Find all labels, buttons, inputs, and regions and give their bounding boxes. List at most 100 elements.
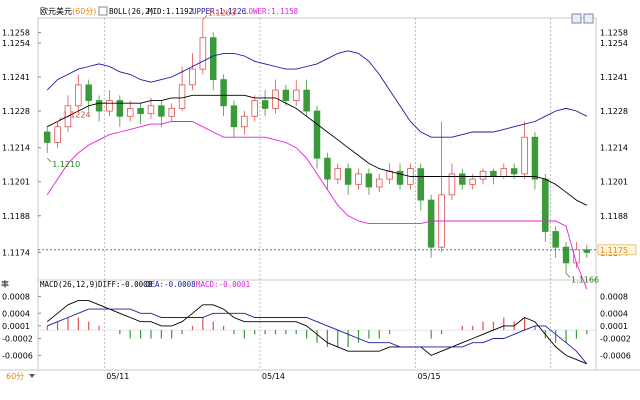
candle-body [583, 249, 591, 253]
candle-body [344, 168, 352, 185]
y-tick-label-right: 1.1258 [600, 28, 628, 37]
candle-body [562, 246, 570, 264]
candle-body [531, 136, 539, 180]
macd-tick-label: 0.0008 [2, 292, 30, 301]
macd-tick-label-right: -0.0002 [600, 335, 631, 344]
candle-body [396, 170, 404, 185]
macd-tick-label: -0.0006 [2, 351, 33, 360]
candles-layer [43, 19, 591, 274]
y-tick-label: 1.1214 [2, 144, 30, 153]
candle-body [230, 105, 238, 128]
candle-body [43, 131, 51, 143]
price-annotation: 1.1210 [52, 160, 80, 169]
candle-body [376, 178, 383, 188]
candle-body [334, 168, 342, 180]
y-tick-label: 1.1258 [2, 28, 30, 37]
boll-label: BOLL(26,2) [109, 7, 154, 16]
annotations-layer: 1.1263 1.1210 1.1224 1.1166 [46, 8, 599, 284]
y-tick-label: 1.1228 [2, 107, 30, 116]
boll-lower-label: LOWER:1.1158 [244, 7, 299, 16]
candle-body [292, 89, 300, 101]
annotation-pointer [565, 273, 571, 278]
candle-body [85, 84, 92, 101]
candle-body [116, 100, 124, 117]
boll-lines-layer [46, 50, 588, 290]
candle-body [313, 110, 321, 159]
macd-tick-label-right: 0.0008 [600, 292, 628, 301]
x-tick-label: 05/15 [418, 372, 441, 381]
candle-body [126, 108, 134, 117]
boll-mid-label: MID:1.1192 [148, 7, 193, 16]
y-tick-label-right: 1.1254 [600, 39, 628, 48]
boll-upper-line [46, 50, 588, 138]
candle-body [427, 199, 435, 248]
candle-body [324, 157, 331, 180]
y-tick-label: 1.1241 [2, 73, 30, 82]
candle-body [220, 79, 227, 107]
y-tick-label-right: 1.1228 [600, 107, 628, 116]
candle-body [355, 173, 362, 185]
price-annotation: 1.1263 [208, 8, 236, 17]
y-tick-label-right: 1.1201 [600, 178, 628, 187]
macd-diff-label: DIFF:-0.0008 [98, 280, 153, 289]
window-config-icon[interactable] [571, 13, 582, 24]
annotation-pointer [202, 15, 208, 20]
macd-params-label: MACD(26,12,9) [40, 280, 99, 289]
macd-header: MACD(26,12,9) DIFF:-0.0008 DEA:-0.0008 M… [40, 280, 250, 289]
macd-dea-label: DEA:-0.0008 [146, 280, 196, 289]
last-price-label: 1.1175 [600, 246, 628, 255]
boll-lower-line [46, 121, 588, 290]
period-label: (60分) [72, 7, 96, 16]
candle-body [479, 170, 487, 180]
y-tick-label-right: 1.1241 [600, 73, 628, 82]
candle-body [106, 100, 113, 112]
y-tick-label: 1.1174 [2, 248, 30, 257]
candle-body [241, 115, 248, 128]
boll-upper-label: UPPER:1.1226 [192, 7, 247, 16]
candle-body [147, 105, 155, 115]
x-tick-label: 05/11 [106, 372, 129, 381]
macd-dea-line [47, 308, 588, 365]
candle-body [469, 178, 476, 185]
boll-header: 欧元美元 (60分) BOLL(26,2) MID:1.1192 UPPER:1… [40, 6, 299, 16]
candle-body [448, 173, 456, 196]
annotation-pointer [57, 117, 62, 122]
y-tick-label: 1.1201 [2, 178, 30, 187]
candle-body [158, 105, 165, 117]
macd-tick-label-right: 0.0004 [600, 309, 628, 318]
window-controls [571, 13, 594, 24]
macd-tick-label-right: 0.0001 [600, 322, 628, 331]
candle-body [490, 170, 497, 177]
period-button-label: 60分 [6, 372, 24, 381]
macd-tick-label-right: -0.0006 [600, 351, 631, 360]
candle-body [261, 100, 269, 109]
candle-body [386, 170, 393, 180]
candle-body [189, 68, 196, 86]
candle-body [542, 178, 549, 232]
candle-body [521, 136, 528, 175]
candle-body [54, 126, 61, 143]
macd-diff-line [46, 300, 587, 365]
candle-body [178, 84, 186, 109]
candle-body [552, 231, 559, 248]
price-annotation: 1.1166 [571, 275, 599, 284]
boll-mid-line [46, 94, 588, 206]
period-button[interactable]: 60分 [6, 372, 35, 381]
period-dropdown-icon [29, 374, 35, 378]
candle-body [303, 89, 310, 112]
candle-body [199, 37, 207, 70]
annotation-pointer [46, 157, 52, 163]
sub-left-label: 率 [1, 279, 9, 289]
y-tick-label-right: 1.1188 [600, 212, 628, 221]
x-tick-label: 05/14 [262, 372, 285, 381]
macd-tick-label: 0.0001 [2, 322, 30, 331]
macd-tick-label: -0.0002 [2, 335, 33, 344]
window-close-icon[interactable] [583, 13, 594, 24]
candle-body [417, 168, 425, 201]
candle-body [168, 108, 175, 117]
settings-icon[interactable] [98, 6, 108, 16]
candle-body [209, 37, 217, 81]
y-tick-label: 1.1188 [2, 212, 30, 221]
